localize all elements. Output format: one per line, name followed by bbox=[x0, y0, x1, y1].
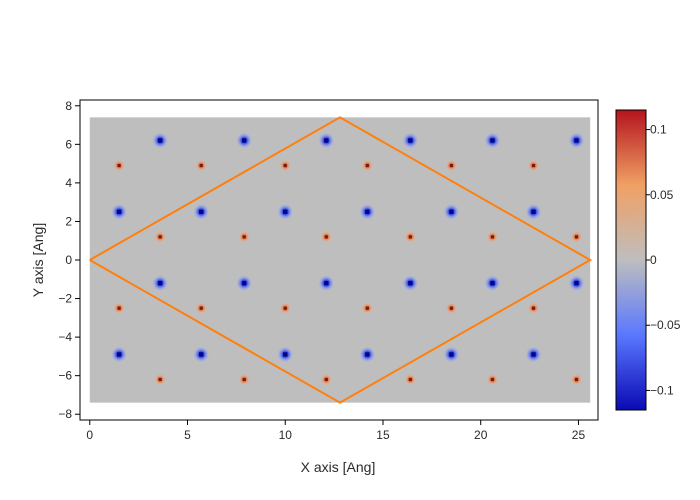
heatmap-background bbox=[89, 117, 591, 403]
positive-site-core bbox=[199, 306, 203, 310]
negative-site-core bbox=[365, 352, 370, 357]
positive-site-core bbox=[283, 163, 287, 168]
negative-site-core bbox=[241, 280, 247, 286]
negative-site-core bbox=[116, 209, 122, 215]
negative-site-core bbox=[408, 280, 413, 286]
x-tick-label: 5 bbox=[184, 428, 191, 442]
y-axis-ticks: −8 −6 −4 −2 0 2 4 6 8 bbox=[58, 99, 80, 421]
colorbar-tick-label: −0.05 bbox=[650, 318, 681, 332]
x-axis-ticks: 0 5 10 15 20 25 bbox=[86, 420, 585, 442]
positive-site-core bbox=[408, 235, 412, 239]
y-tick-label: 4 bbox=[65, 176, 72, 190]
negative-site-core bbox=[198, 352, 204, 357]
colorbar-tick-label: 0 bbox=[650, 253, 657, 267]
x-tick-label: 10 bbox=[279, 428, 293, 442]
positive-site-core bbox=[158, 235, 162, 239]
negative-site-core bbox=[157, 138, 163, 143]
cell-outline bbox=[89, 116, 593, 404]
negative-site-core bbox=[283, 352, 288, 357]
negative-site-core bbox=[531, 352, 536, 357]
negative-site-core bbox=[324, 138, 329, 143]
negative-site-core bbox=[241, 138, 247, 143]
colorbar: 0.1 0.05 0 −0.05 −0.1 bbox=[615, 109, 681, 411]
positive-site-core bbox=[158, 377, 162, 382]
colorbar-gradient bbox=[615, 109, 647, 411]
positive-site-core bbox=[242, 377, 246, 382]
positive-site-core bbox=[117, 163, 121, 168]
negative-site-core bbox=[283, 209, 288, 215]
colorbar-ticks: 0.1 0.05 0 −0.05 −0.1 bbox=[646, 123, 681, 397]
y-tick-label: −6 bbox=[58, 369, 72, 383]
positive-site-core bbox=[490, 377, 495, 382]
negative-site-core bbox=[324, 280, 329, 286]
y-tick-label: 6 bbox=[65, 137, 72, 151]
colorbar-tick-label: −0.1 bbox=[650, 383, 674, 397]
negative-site-core bbox=[449, 209, 454, 215]
y-axis-label: Y axis [Ang] bbox=[30, 223, 46, 297]
positive-site-core bbox=[199, 163, 203, 168]
positive-site-core bbox=[449, 163, 453, 168]
negative-site-core bbox=[574, 138, 579, 143]
positive-site-core bbox=[324, 377, 328, 382]
positive-site-core bbox=[490, 235, 495, 239]
colorbar-tick-label: 0.05 bbox=[650, 188, 674, 202]
positive-site-core bbox=[574, 235, 579, 239]
negative-site-core bbox=[408, 138, 413, 143]
y-tick-label: −2 bbox=[58, 292, 72, 306]
plot-area: 0 5 10 15 20 25 −8 −6 −4 −2 0 2 4 6 8 X axis [Ang] Y … bbox=[30, 99, 599, 475]
positive-site-core bbox=[242, 235, 246, 239]
y-tick-label: 0 bbox=[65, 253, 72, 267]
negative-site-core bbox=[531, 209, 536, 215]
negative-site-core bbox=[365, 209, 370, 215]
positive-site-core bbox=[408, 377, 412, 382]
negative-site-core bbox=[449, 352, 454, 357]
y-tick-label: 2 bbox=[65, 214, 72, 228]
positive-site-core bbox=[324, 235, 328, 239]
positive-site-core bbox=[365, 163, 369, 168]
x-tick-label: 0 bbox=[86, 428, 93, 442]
negative-site-core bbox=[574, 280, 579, 286]
heatmap-sites bbox=[111, 132, 585, 386]
positive-site-core bbox=[365, 306, 369, 310]
positive-site-core bbox=[283, 306, 287, 310]
positive-site-core bbox=[449, 306, 453, 310]
positive-site-core bbox=[531, 306, 536, 310]
negative-site-core bbox=[116, 352, 122, 357]
positive-site-core bbox=[574, 377, 579, 382]
negative-site-core bbox=[490, 280, 495, 286]
y-tick-label: 8 bbox=[65, 99, 72, 113]
negative-site-core bbox=[198, 209, 204, 215]
y-tick-label: −4 bbox=[58, 330, 72, 344]
y-tick-label: −8 bbox=[58, 407, 72, 421]
x-tick-label: 25 bbox=[572, 428, 586, 442]
colorbar-tick-label: 0.1 bbox=[650, 123, 667, 137]
x-tick-label: 15 bbox=[376, 428, 390, 442]
negative-site-core bbox=[157, 280, 163, 286]
positive-site-core bbox=[117, 306, 121, 310]
positive-site-core bbox=[531, 163, 536, 168]
x-tick-label: 20 bbox=[474, 428, 488, 442]
x-axis-label: X axis [Ang] bbox=[301, 459, 376, 475]
negative-site-core bbox=[490, 138, 495, 143]
